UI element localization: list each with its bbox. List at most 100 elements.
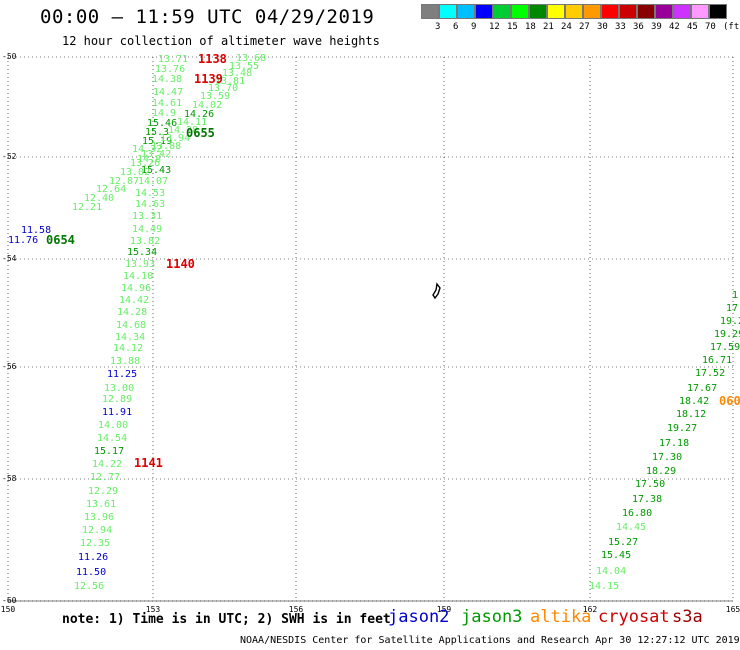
wave-height-label: 14.49 [132,224,162,235]
wave-height-label: 13.26 [130,158,160,169]
wave-height-label: 14.26 [184,109,214,120]
wave-height-label: 12.40 [84,193,114,204]
wave-height-label: 14.02 [192,100,222,111]
wave-height-label: 13.94 [160,133,190,144]
colorbar-label: 18 [525,22,536,32]
wave-height-label: 1 [732,290,738,301]
wave-height-label: 14.61 [152,98,182,109]
colorbar-swatch [439,4,457,19]
colorbar-swatch [637,4,655,19]
wave-height-label: 13.00 [104,383,134,394]
lon-tick-label: 165 [726,605,740,614]
wave-height-label: 14.11 [177,117,207,128]
lon-tick-label: 150 [1,605,16,614]
footer-credit: NOAA/NESDIS Center for Satellite Applica… [240,635,740,646]
map-grid [7,56,734,602]
wave-height-label: 13.48 [222,68,252,79]
wave-height-label: 17.38 [632,494,662,505]
wave-height-label: 17.59 [710,342,740,353]
colorbar-swatch [565,4,583,19]
wave-height-label: 18.12 [676,409,706,420]
wave-height-label: 14.54 [97,433,127,444]
wave-height-label: 12.64 [96,184,126,195]
wave-height-label: 11.26 [78,552,108,563]
wave-height-label: 13.55 [229,61,259,72]
wave-height-label: 14.32 [132,144,162,155]
lon-tick-label: 159 [437,605,452,614]
wave-height-label: 14.12 [113,343,143,354]
wave-height-label: 15.45 [601,550,631,561]
colorbar-label: 70 [705,22,716,32]
lat-tick-label: -54 [2,254,17,263]
colorbar-swatch [457,4,475,19]
wave-height-label: 14.28 [168,125,198,136]
wave-height-label: 12.35 [80,538,110,549]
colorbar-swatch [691,4,709,19]
colorbar-label: (ft) [723,22,740,32]
colorbar-label: 12 [489,22,500,32]
island-outline [432,282,441,300]
page-subtitle: 12 hour collection of altimeter wave hei… [62,34,380,48]
wave-height-label: 19.29 [714,329,740,340]
lat-tick-label: -60 [2,596,17,605]
pass-time-label: 0654 [46,233,75,247]
footer-note: note: 1) Time is in UTC; 2) SWH is in fe… [62,612,391,627]
colorbar-swatch [583,4,601,19]
lon-tick-label: 156 [289,605,304,614]
wave-height-label: 16.80 [622,508,652,519]
colorbar-swatch [547,4,565,19]
lat-tick-label: -50 [2,52,17,61]
lon-tick-label: 162 [583,605,598,614]
pass-time-label: 0655 [186,126,215,140]
wave-height-label: 14.34 [115,332,145,343]
wave-height-label: 19.2 [720,316,740,327]
wave-height-label: 12.77 [90,472,120,483]
wave-height-label: 18.29 [646,466,676,477]
colorbar-label: 45 [687,22,698,32]
colorbar-swatch [655,4,673,19]
colorbar-label: 42 [669,22,680,32]
page-title: 00:00 – 11:59 UTC 04/29/2019 [40,6,375,28]
colorbar-swatch [493,4,511,19]
wave-height-label: 13.31 [132,211,162,222]
colorbar-swatch [673,4,691,19]
wave-height-label: 12.56 [74,581,104,592]
wave-height-label: 13.42 [141,149,171,160]
colorbar-swatch [421,4,439,19]
wave-height-label: 11.50 [76,567,106,578]
wave-height-label: 13.93 [125,259,155,270]
observation-labels: 13.7113.7614.3814.4714.6114.915.4615.315… [8,52,740,592]
wave-height-label: 17.30 [652,452,682,463]
colorbar-label: 27 [579,22,590,32]
wave-height-label: 15.46 [147,118,177,129]
colorbar-label: 33 [615,22,626,32]
wave-height-label: 12.94 [82,525,112,536]
pass-time-label: 1140 [166,257,195,271]
legend-item-jason2: jason2 [388,607,450,627]
wave-height-label: 11.76 [8,235,38,246]
wave-height-label: 12.87 [109,176,139,187]
colorbar-label: 6 [453,22,459,32]
wave-height-label: 15.34 [127,247,157,258]
wave-height-label: 17.50 [635,479,665,490]
wave-height-label: 17.18 [659,438,689,449]
wave-height-label: 14.8 [137,154,161,165]
colorbar-swatch [601,4,619,19]
wave-height-label: 17.52 [695,368,725,379]
colorbar-swatch [709,4,727,19]
wave-height-label: 13.59 [200,91,230,102]
wave-height-label: 14.47 [153,87,183,98]
colorbar-label: 9 [471,22,477,32]
colorbar-swatch [619,4,637,19]
wave-height-label: 15.27 [608,537,638,548]
legend-item-s3a: s3a [672,607,703,627]
lon-tick-label: 153 [146,605,161,614]
wave-height-label: 13.76 [155,64,185,75]
colorbar-label: 39 [651,22,662,32]
pass-time-label: 1141 [134,456,163,470]
wave-height-label: 13.68 [236,53,266,64]
wave-height-label: 14.07 [138,176,168,187]
pass-time-label: 1139 [194,72,223,86]
wave-height-label: 15.3 [145,127,169,138]
